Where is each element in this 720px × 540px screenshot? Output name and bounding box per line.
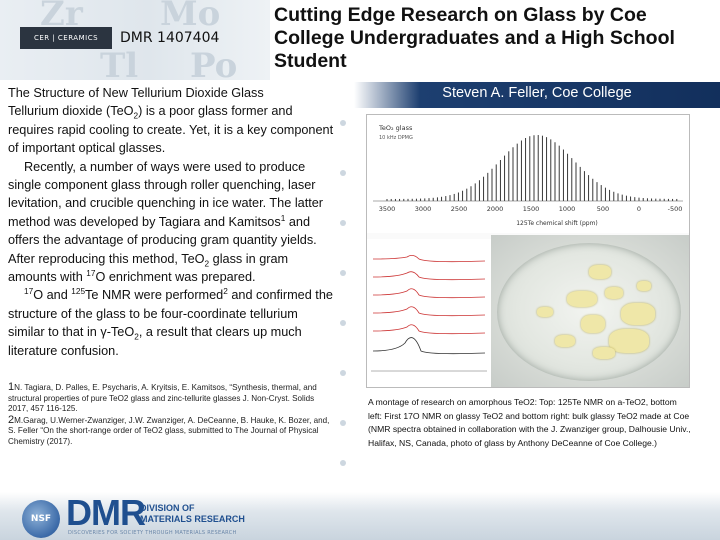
- header-band: Zr Mo Tl Po: [0, 0, 270, 80]
- glass-shard: [609, 329, 649, 353]
- spectrum-x-label: 125Te chemical shift (ppm): [516, 220, 598, 227]
- spectrum-legend-2: 10 kHz DPMG: [379, 135, 413, 141]
- spectrum-tick-label: -500: [668, 205, 683, 213]
- references: 1N. Tagiara, D. Palles, E. Psycharis, A.…: [8, 382, 334, 448]
- award-number: DMR 1407404: [120, 30, 220, 46]
- spectrum-tick-label: 1500: [523, 205, 540, 213]
- divider-dot: [340, 220, 346, 226]
- divider-dot: [340, 120, 346, 126]
- paragraph-3: 17O and 125Te NMR were performed2 and co…: [8, 287, 333, 358]
- paragraph-2: Recently, a number of ways were used to …: [8, 159, 324, 285]
- spectrum-tick-label: 2500: [451, 205, 468, 213]
- glass-shard: [555, 335, 575, 347]
- dmr-tagline: DISCOVERIES FOR SOCIETY THROUGH MATERIAL…: [68, 530, 237, 536]
- figure-montage: TeO₂ glass 10 kHz DPMG 3500 3000 2500 2000 1…: [366, 114, 690, 388]
- spectrum-spikes: [386, 135, 678, 201]
- te-nmr-spectrum: TeO₂ glass 10 kHz DPMG 3500 3000 2500 2000 1…: [367, 115, 689, 233]
- section-heading: The Structure of New Tellurium Dioxide G…: [8, 86, 264, 100]
- glass-shard: [605, 287, 623, 299]
- divider-dot: [340, 320, 346, 326]
- spectrum-tick-label: 1000: [559, 205, 576, 213]
- divider-dot: [340, 270, 346, 276]
- glass-shard: [537, 307, 553, 317]
- divider-dot: [340, 170, 346, 176]
- footer-band: [0, 492, 720, 540]
- periodic-table-watermark: Po: [190, 46, 238, 80]
- spectrum-tick-label: 500: [597, 205, 609, 213]
- pi-name: Steven A. Feller, Coe College: [442, 85, 632, 101]
- reference-2: 2M.Garag, U.Werner-Zwanziger, J.W. Zwanz…: [8, 413, 330, 446]
- periodic-table-watermark: Tl: [100, 46, 139, 80]
- dmr-logo: DMR: [66, 492, 146, 533]
- glass-shard: [621, 303, 655, 325]
- spectrum-tick-label: 0: [637, 205, 641, 213]
- petri-dish: [497, 243, 681, 381]
- glass-photo: [491, 235, 689, 387]
- spectrum-tick-label: 3500: [379, 205, 396, 213]
- o-nmr-spectra: [367, 239, 491, 387]
- glass-shard: [581, 315, 605, 333]
- divider-dot: [340, 370, 346, 376]
- divider-dot: [340, 460, 346, 466]
- glass-shard: [637, 281, 651, 291]
- periodic-table-watermark: Mo: [160, 0, 221, 34]
- paragraph-1: Tellurium dioxide (TeO2) is a poor glass…: [8, 104, 334, 156]
- spectrum-tick-label: 2000: [487, 205, 504, 213]
- body-text: The Structure of New Tellurium Dioxide G…: [8, 84, 334, 360]
- page-title: Cutting Edge Research on Glass by Coe Co…: [274, 4, 675, 72]
- nsf-logo: NSF: [22, 500, 60, 538]
- spectrum-tick-label: 3000: [415, 205, 432, 213]
- spectrum-tick-labels: 3500 3000 2500 2000 1500 1000 500 0 -500: [379, 205, 683, 213]
- figure-caption: A montage of research on amorphous TeO2:…: [368, 397, 691, 448]
- glass-shard: [593, 347, 615, 359]
- cer-ceramics-logo: CER | CERAMICS: [20, 27, 112, 49]
- reference-1: 1N. Tagiara, D. Palles, E. Psycharis, A.…: [8, 381, 317, 414]
- glass-shard: [567, 291, 597, 307]
- dmr-division-label: DIVISION OF MATERIALS RESEARCH: [140, 503, 245, 524]
- spectrum-legend-1: TeO₂ glass: [378, 124, 413, 132]
- divider-dot: [340, 420, 346, 426]
- glass-shard: [589, 265, 611, 279]
- pi-band: [354, 82, 720, 108]
